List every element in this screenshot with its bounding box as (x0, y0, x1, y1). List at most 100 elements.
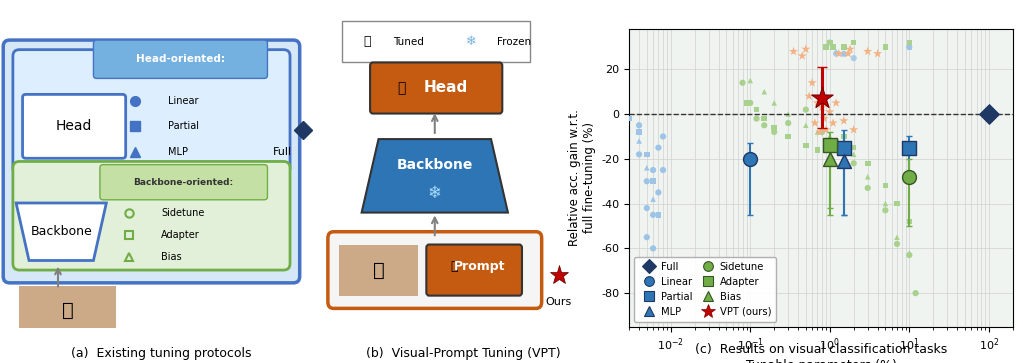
FancyBboxPatch shape (13, 50, 291, 174)
Point (814, 95, 831, 101)
Point (638, 205, 655, 211)
Point (846, 40, 862, 45)
Point (756, 122, 772, 128)
Point (821, 134, 838, 139)
Point (859, 185, 876, 191)
Text: (b)  Visual-Prompt Tuning (VPT): (b) Visual-Prompt Tuning (VPT) (365, 347, 561, 360)
Polygon shape (16, 203, 106, 261)
Point (821, 138, 838, 144)
Point (735, 80, 751, 86)
Y-axis label: Relative acc. gain w.r.t.
full fine-tuning (%): Relative acc. gain w.r.t. full fine-tuni… (568, 109, 595, 246)
Point (836, 138, 852, 144)
Point (846, 160, 862, 166)
Text: Sidetune: Sidetune (162, 208, 205, 217)
Point (644, 167, 661, 173)
Text: 🐕: 🐕 (372, 261, 385, 280)
Point (901, 145, 918, 151)
Point (801, 93, 817, 99)
Text: Bias: Bias (162, 252, 182, 262)
Point (766, 100, 783, 106)
Point (828, 138, 844, 144)
Point (846, 151, 862, 157)
Text: (a)  Existing tuning protocols: (a) Existing tuning protocols (71, 347, 252, 360)
FancyBboxPatch shape (327, 232, 542, 309)
Point (901, 44, 918, 50)
Point (631, 138, 648, 144)
Point (798, 107, 814, 113)
Bar (19, 286, 116, 327)
Point (846, 127, 862, 132)
Point (821, 40, 838, 45)
Bar (340, 245, 418, 295)
Point (818, 127, 835, 132)
Point (798, 122, 814, 128)
Point (638, 178, 655, 184)
Text: 🔥: 🔥 (363, 35, 371, 48)
Text: 🔥: 🔥 (397, 81, 405, 95)
Text: ❄: ❄ (428, 184, 442, 203)
Text: Backbone: Backbone (397, 158, 473, 172)
Point (644, 212, 661, 218)
Text: Linear: Linear (168, 96, 198, 106)
FancyBboxPatch shape (342, 21, 531, 62)
Text: Prompt: Prompt (454, 260, 505, 273)
Point (651, 189, 667, 195)
Legend: Full, Linear, Partial, MLP, Sidetune, Adapter, Bias, VPT (ours): Full, Linear, Partial, MLP, Sidetune, Ad… (634, 257, 776, 322)
Text: Head: Head (424, 81, 469, 95)
Point (818, 44, 835, 50)
Point (831, 51, 847, 57)
Point (638, 234, 655, 240)
Point (621, 116, 637, 122)
Point (780, 134, 796, 139)
FancyBboxPatch shape (427, 245, 522, 295)
Point (836, 44, 852, 50)
Text: (c)  Results on visual classification tasks: (c) Results on visual classification tas… (695, 343, 947, 356)
Point (821, 40, 838, 45)
Text: MLP: MLP (168, 147, 187, 157)
Text: Partial: Partial (168, 121, 198, 131)
Point (644, 196, 661, 202)
Point (749, 116, 765, 122)
Point (877, 207, 893, 213)
Text: Backbone: Backbone (31, 225, 92, 238)
Point (631, 129, 648, 135)
Point (742, 78, 758, 83)
Point (877, 183, 893, 189)
Point (828, 51, 844, 57)
Point (907, 290, 924, 296)
Point (794, 53, 810, 59)
Point (809, 129, 826, 135)
Text: Frozen: Frozen (497, 37, 531, 47)
Point (816, 116, 833, 122)
Polygon shape (362, 139, 508, 213)
Point (859, 49, 876, 54)
Point (870, 51, 886, 57)
Point (846, 55, 862, 61)
Point (655, 167, 671, 173)
Point (766, 125, 783, 130)
Text: Full: Full (272, 147, 292, 157)
Point (821, 156, 838, 162)
Point (631, 151, 648, 157)
Point (644, 245, 661, 251)
Point (889, 241, 905, 247)
FancyBboxPatch shape (100, 165, 267, 200)
Point (825, 44, 841, 50)
Point (739, 100, 755, 106)
Point (814, 105, 831, 110)
Point (889, 201, 905, 207)
Point (821, 109, 838, 115)
Text: 🔥: 🔥 (451, 260, 458, 273)
Text: Adapter: Adapter (162, 230, 199, 240)
Text: Ours: Ours (545, 297, 572, 307)
Point (836, 51, 852, 57)
Point (859, 160, 876, 166)
Point (828, 100, 844, 106)
Point (901, 219, 918, 224)
Point (814, 129, 831, 135)
Point (631, 122, 648, 128)
Point (859, 174, 876, 180)
Point (809, 147, 826, 153)
Point (901, 252, 918, 258)
Point (836, 134, 852, 139)
